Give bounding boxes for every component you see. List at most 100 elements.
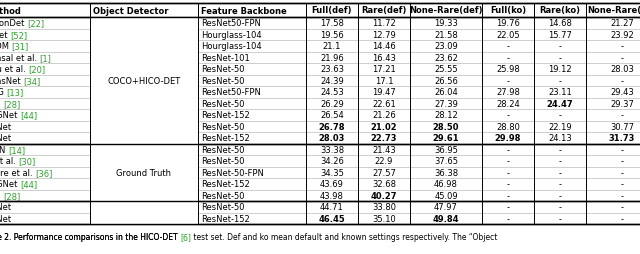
Text: Full(ko): Full(ko) [490,6,526,15]
Text: [20]: [20] [28,65,45,74]
Text: 27.39: 27.39 [434,99,458,108]
Text: 17.21: 17.21 [372,65,396,74]
Text: None-Rare(def): None-Rare(def) [409,6,483,15]
Text: 19.76: 19.76 [496,19,520,28]
Text: iCAN: iCAN [0,145,8,154]
Text: 24.13: 24.13 [548,134,572,143]
Text: None-Rare(ko): None-Rare(ko) [588,6,640,15]
Text: 47.97: 47.97 [434,202,458,211]
Text: ResNet50-FPN: ResNet50-FPN [201,19,261,28]
Text: 12.79: 12.79 [372,31,396,40]
Text: ConsNet: ConsNet [0,76,23,85]
Text: [28]: [28] [3,191,20,200]
Text: 29.43: 29.43 [610,88,634,97]
Text: ResNet-101: ResNet-101 [201,54,250,62]
Text: 46.98: 46.98 [434,180,458,188]
Text: ResNet-50-FPN: ResNet-50-FPN [201,168,264,177]
Text: 26.04: 26.04 [434,88,458,97]
Text: -: - [621,54,623,62]
Text: -: - [506,168,509,177]
Text: -: - [621,202,623,211]
Text: -: - [506,42,509,51]
Text: 23.63: 23.63 [320,65,344,74]
Text: 40.27: 40.27 [371,191,397,200]
Text: -: - [621,76,623,85]
Text: -: - [506,191,509,200]
Text: -: - [506,157,509,166]
Text: 26.78: 26.78 [319,122,345,131]
Text: GTNet: GTNet [0,214,11,223]
Text: -: - [621,42,623,51]
Text: [44]: [44] [20,111,37,120]
Text: Feature Backbone: Feature Backbone [201,6,287,15]
Text: Li et al.: Li et al. [0,157,19,166]
Text: -: - [506,202,509,211]
Text: -: - [621,145,623,154]
Text: 23.92: 23.92 [610,31,634,40]
Text: 34.26: 34.26 [320,157,344,166]
Text: 17.1: 17.1 [375,76,393,85]
Text: test set. Def and ko mean default and known settings respectively. The “Object: test set. Def and ko mean default and kn… [191,232,497,241]
Text: -: - [559,76,561,85]
Text: [30]: [30] [19,157,36,166]
Text: -: - [621,157,623,166]
Text: 30.77: 30.77 [610,122,634,131]
Text: -: - [621,214,623,223]
Text: ResNet-152: ResNet-152 [201,180,250,188]
Text: 22.05: 22.05 [496,31,520,40]
Text: [31]: [31] [12,42,29,51]
Text: Hourglass-104: Hourglass-104 [201,42,262,51]
Text: 37.65: 37.65 [434,157,458,166]
Text: ResNet-50: ResNet-50 [201,145,244,154]
Text: 24.47: 24.47 [547,99,573,108]
Text: -: - [559,54,561,62]
Text: 43.69: 43.69 [320,180,344,188]
Text: 44.71: 44.71 [320,202,344,211]
Text: -: - [559,214,561,223]
Text: 29.37: 29.37 [610,99,634,108]
Text: 23.11: 23.11 [548,88,572,97]
Text: Rare(def): Rare(def) [362,6,406,15]
Text: ResNet-50: ResNet-50 [201,157,244,166]
Text: -: - [506,111,509,120]
Text: 14.68: 14.68 [548,19,572,28]
Text: GTNet: GTNet [0,122,11,131]
Bar [90,18,198,224]
Text: [6]: [6] [180,232,191,241]
Text: Full(def): Full(def) [312,6,352,15]
Text: ResNet-152: ResNet-152 [201,134,250,143]
Text: 22.19: 22.19 [548,122,572,131]
Text: 21.27: 21.27 [610,19,634,28]
Text: -: - [621,180,623,188]
Text: 29.98: 29.98 [495,134,521,143]
Text: 28.03: 28.03 [610,65,634,74]
Text: 45.09: 45.09 [434,191,458,200]
Text: Bansal et al.: Bansal et al. [0,54,40,62]
Text: 26.54: 26.54 [320,111,344,120]
Text: -: - [559,157,561,166]
Text: 33.38: 33.38 [320,145,344,154]
Text: 36.38: 36.38 [434,168,458,177]
Text: 27.98: 27.98 [496,88,520,97]
Text: COCO+HICO-DET: COCO+HICO-DET [108,76,180,85]
Text: 21.43: 21.43 [372,145,396,154]
Text: -: - [506,214,509,223]
Text: IPNet: IPNet [0,31,10,40]
Text: ResNet-152: ResNet-152 [201,111,250,120]
Text: -: - [559,42,561,51]
Text: DRG: DRG [0,88,6,97]
Text: Hourglass-104: Hourglass-104 [201,31,262,40]
Text: 35.10: 35.10 [372,214,396,223]
Text: 23.62: 23.62 [434,54,458,62]
Bar [0,4,640,224]
Text: 21.26: 21.26 [372,111,396,120]
Text: -: - [559,180,561,188]
Text: ResNet-152: ResNet-152 [201,214,250,223]
Text: 34.35: 34.35 [320,168,344,177]
Text: 22.73: 22.73 [371,134,397,143]
Text: [1]: [1] [40,54,52,62]
Text: 27.57: 27.57 [372,168,396,177]
Text: 16.43: 16.43 [372,54,396,62]
Text: 24.53: 24.53 [320,88,344,97]
Text: -: - [559,111,561,120]
